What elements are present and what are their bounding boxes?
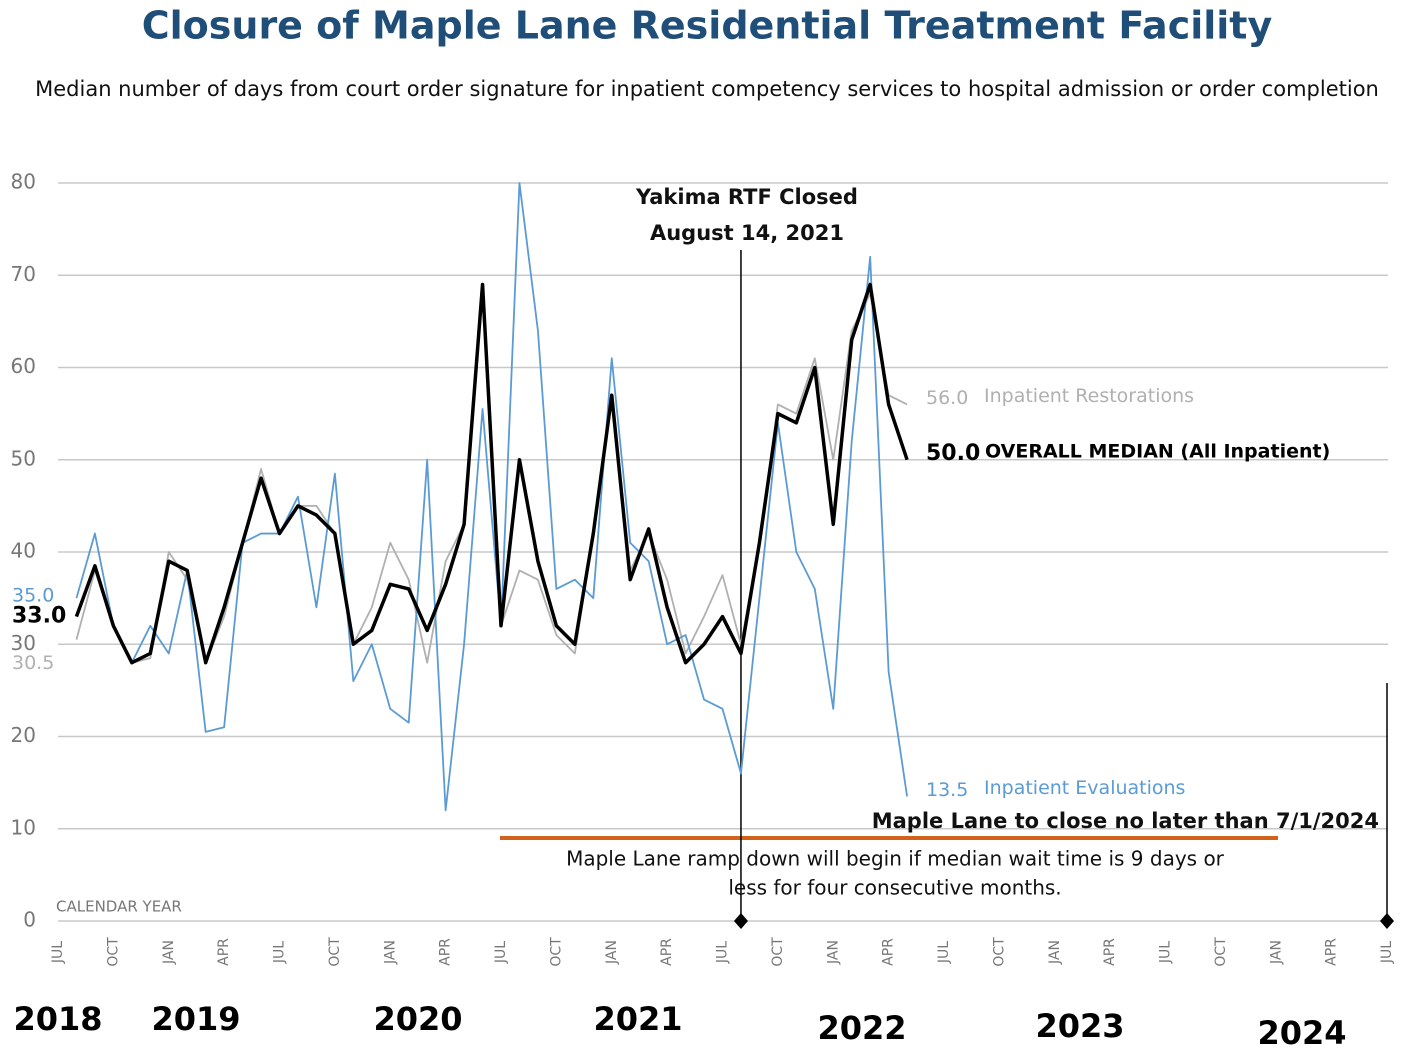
x-tick-label: APR: [881, 938, 897, 966]
x-tick-label: JAN: [1268, 940, 1284, 965]
value-label: 33.0: [12, 604, 66, 629]
chart-subtitle: Median number of days from court order s…: [35, 77, 1379, 101]
event-label: Maple Lane to close no later than 7/1/20…: [872, 809, 1379, 833]
x-tick-label: JUL: [1158, 941, 1174, 964]
series-line: [75, 182, 908, 812]
y-tick-label: 40: [11, 539, 36, 563]
value-label: 35.0: [12, 585, 54, 607]
x-tick-label: APR: [438, 938, 454, 966]
series-name: OVERALL MEDIAN (All Inpatient): [985, 440, 1330, 462]
x-tick-label: OCT: [548, 937, 564, 967]
x-tick-label: JUL: [50, 941, 66, 964]
year-label: 2022: [817, 1009, 906, 1047]
year-label: 2020: [373, 1000, 462, 1038]
event-label: Yakima RTF Closed: [635, 185, 858, 209]
x-tick-label: JAN: [1047, 940, 1063, 965]
x-tick-label: OCT: [991, 937, 1007, 967]
value-label: 13.5: [926, 779, 968, 801]
series-name: Inpatient Evaluations: [984, 777, 1185, 799]
year-label: 2023: [1035, 1007, 1124, 1045]
x-tick-label: OCT: [327, 937, 343, 967]
value-label: 50.0: [926, 441, 980, 466]
y-tick-label: 0: [23, 908, 36, 932]
x-tick-label: JAN: [604, 940, 620, 965]
value-label: 56.0: [926, 387, 968, 409]
x-tick-label: OCT: [1213, 937, 1229, 967]
y-tick-label: 20: [11, 723, 36, 747]
x-tick-label: JAN: [382, 940, 398, 965]
x-tick-label: JAN: [825, 940, 841, 965]
year-label: 2018: [13, 1000, 102, 1038]
y-tick-label: 60: [11, 354, 36, 378]
event-marker: [1380, 913, 1394, 929]
y-tick-label: 80: [11, 170, 36, 194]
event-marker: [733, 913, 748, 929]
x-tick-label: JUL: [493, 941, 509, 964]
y-tick-label: 50: [11, 446, 36, 470]
x-tick-label: APR: [216, 938, 232, 966]
x-tick-label: APR: [1324, 938, 1340, 966]
x-tick-label: OCT: [105, 937, 121, 967]
x-tick-label: OCT: [770, 937, 786, 967]
x-tick-label: JUL: [272, 941, 288, 964]
x-tick-label: JUL: [1379, 941, 1395, 964]
x-axis-note: CALENDAR YEAR: [56, 898, 182, 916]
event-label: August 14, 2021: [650, 221, 844, 245]
x-tick-label: JUL: [936, 941, 952, 964]
series-name: Inpatient Restorations: [984, 385, 1194, 407]
x-tick-label: JAN: [161, 940, 177, 965]
threshold-note: less for four consecutive months.: [728, 876, 1061, 900]
year-label: 2019: [151, 1000, 240, 1038]
year-label: 2021: [593, 1000, 682, 1038]
y-tick-label: 10: [11, 815, 36, 839]
x-tick-label: APR: [1102, 938, 1118, 966]
chart-title: Closure of Maple Lane Residential Treatm…: [142, 4, 1273, 48]
x-tick-label: APR: [659, 938, 675, 966]
y-tick-label: 70: [11, 262, 36, 286]
value-label: 30.5: [12, 652, 54, 674]
x-tick-label: JUL: [715, 941, 731, 964]
y-tick-label: 30: [11, 631, 36, 655]
series-line: [74, 282, 909, 665]
threshold-note: Maple Lane ramp down will begin if media…: [566, 847, 1225, 871]
year-label: 2024: [1257, 1014, 1346, 1051]
